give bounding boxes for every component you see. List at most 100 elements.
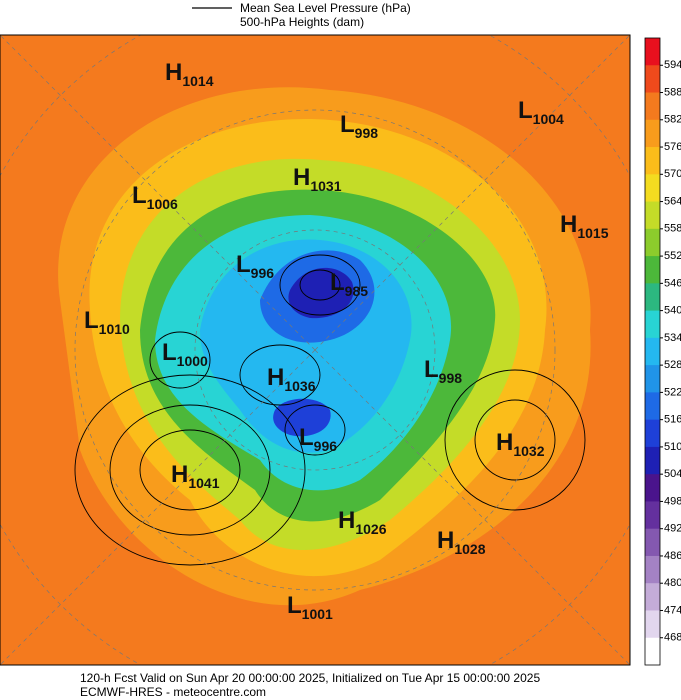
center-value: 985 bbox=[345, 283, 369, 299]
colorbar-segment bbox=[645, 528, 660, 557]
center-value: 996 bbox=[314, 438, 338, 454]
colorbar-segment bbox=[645, 610, 660, 639]
pressure-center: L1010 bbox=[84, 307, 130, 337]
center-value: 998 bbox=[355, 125, 379, 141]
colorbar-segment bbox=[645, 310, 660, 339]
center-value: 1041 bbox=[188, 475, 219, 491]
colorbar-segment bbox=[645, 38, 660, 66]
colorbar-label: 528 bbox=[664, 359, 681, 371]
colorbar-segment bbox=[645, 92, 660, 121]
footer-line: ECMWF-HRES - meteocentre.com bbox=[80, 685, 266, 699]
colorbar-segment bbox=[645, 147, 660, 175]
center-type: H bbox=[496, 429, 513, 456]
pressure-center: L996 bbox=[299, 424, 337, 454]
colorbar: 594 588 582 576 570 564 558 552 546 540 534 528 522 5… bbox=[644, 37, 681, 666]
center-type: H bbox=[338, 507, 355, 534]
pressure-center: L996 bbox=[236, 251, 274, 281]
pressure-center: L998 bbox=[424, 356, 462, 386]
pressure-center: H1031 bbox=[293, 164, 342, 194]
colorbar-segment bbox=[645, 392, 660, 421]
center-type: H bbox=[293, 164, 310, 191]
center-value: 1001 bbox=[302, 606, 333, 622]
colorbar-segment bbox=[645, 228, 660, 257]
colorbar-segment bbox=[645, 283, 660, 312]
colorbar-label: 594 bbox=[664, 59, 681, 71]
center-type: H bbox=[267, 364, 284, 391]
center-type: L bbox=[340, 111, 355, 138]
center-type: L bbox=[330, 269, 345, 296]
colorbar-label: 552 bbox=[664, 250, 681, 262]
center-value: 1004 bbox=[533, 111, 564, 127]
footer-line: 120-h Fcst Valid on Sun Apr 20 00:00:00 … bbox=[80, 671, 540, 685]
colorbar-label: 492 bbox=[664, 523, 681, 535]
pressure-center: H1032 bbox=[496, 429, 545, 459]
legend-shade-text: 500-hPa Heights (dam) bbox=[240, 15, 364, 29]
center-value: 998 bbox=[439, 370, 463, 386]
center-value: 1036 bbox=[284, 378, 315, 394]
colorbar-label: 480 bbox=[664, 577, 681, 589]
colorbar-label: 534 bbox=[664, 332, 681, 344]
colorbar-segment bbox=[645, 256, 660, 284]
pressure-center: L1006 bbox=[132, 182, 178, 212]
center-type: L bbox=[518, 97, 533, 124]
pressure-center: L1001 bbox=[287, 592, 333, 622]
pressure-center: H1014 bbox=[165, 59, 214, 89]
pressure-center: L985 bbox=[330, 269, 368, 299]
center-value: 1028 bbox=[454, 541, 485, 557]
colorbar-label: 468 bbox=[664, 632, 681, 644]
center-value: 996 bbox=[251, 265, 275, 281]
center-type: H bbox=[165, 59, 182, 86]
center-type: H bbox=[560, 211, 577, 238]
colorbar-label: 516 bbox=[664, 414, 681, 426]
pressure-center: L1000 bbox=[162, 339, 208, 369]
colorbar-label: 540 bbox=[664, 305, 681, 317]
center-type: L bbox=[236, 251, 251, 278]
center-type: L bbox=[424, 356, 439, 383]
center-value: 1014 bbox=[182, 73, 213, 89]
center-value: 1006 bbox=[147, 196, 178, 212]
colorbar-label: 570 bbox=[664, 168, 681, 180]
colorbar-segment bbox=[645, 637, 660, 666]
pressure-center: H1041 bbox=[171, 461, 220, 491]
colorbar-label: 486 bbox=[664, 550, 681, 562]
legend-line-text: Mean Sea Level Pressure (hPa) bbox=[240, 1, 411, 15]
pressure-center: H1036 bbox=[267, 364, 316, 394]
colorbar-segment bbox=[645, 337, 660, 366]
center-type: L bbox=[84, 307, 99, 334]
pressure-center: L998 bbox=[340, 111, 378, 141]
colorbar-label: 498 bbox=[664, 495, 681, 507]
colorbar-segment bbox=[645, 119, 660, 148]
colorbar-label: 558 bbox=[664, 223, 681, 235]
pressure-center: H1015 bbox=[560, 211, 609, 241]
colorbar-label: 522 bbox=[664, 386, 681, 398]
pressure-center: L1004 bbox=[518, 97, 564, 127]
colorbar-segment bbox=[645, 446, 660, 475]
center-value: 1010 bbox=[99, 321, 130, 337]
colorbar-label: 576 bbox=[664, 141, 681, 153]
colorbar-segment bbox=[645, 65, 660, 94]
colorbar-segment bbox=[645, 201, 660, 230]
center-type: L bbox=[132, 182, 147, 209]
pressure-center: H1026 bbox=[338, 507, 387, 537]
colorbar-segment bbox=[645, 501, 660, 530]
center-type: L bbox=[162, 339, 177, 366]
pressure-center: H1028 bbox=[437, 527, 486, 557]
colorbar-label: 582 bbox=[664, 114, 681, 126]
center-value: 1000 bbox=[177, 353, 208, 369]
colorbar-label: 588 bbox=[664, 86, 681, 98]
colorbar-segment bbox=[645, 474, 660, 502]
colorbar-label: 474 bbox=[664, 604, 681, 616]
center-value: 1026 bbox=[355, 521, 386, 537]
colorbar-frame bbox=[644, 37, 661, 666]
colorbar-segment bbox=[645, 583, 660, 611]
center-type: H bbox=[171, 461, 188, 488]
colorbar-segment bbox=[645, 555, 660, 584]
center-value: 1032 bbox=[513, 443, 544, 459]
colorbar-label: 510 bbox=[664, 441, 681, 453]
colorbar-label: 504 bbox=[664, 468, 681, 480]
center-type: L bbox=[287, 592, 302, 619]
center-type: L bbox=[299, 424, 314, 451]
